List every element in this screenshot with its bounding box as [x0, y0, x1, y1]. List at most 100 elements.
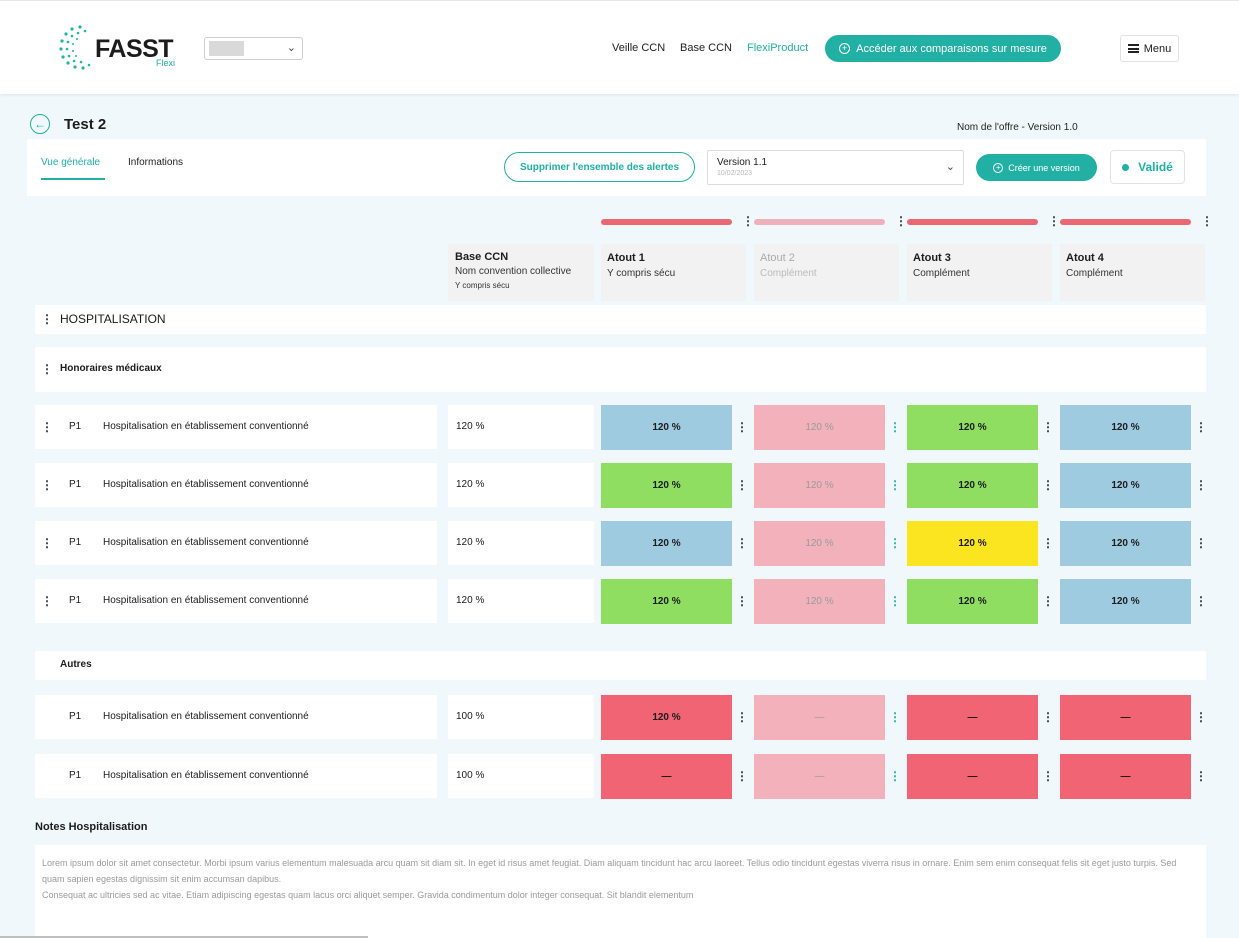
status-badge[interactable]: Validé: [1110, 150, 1185, 184]
section-hospitalisation[interactable]: ⋮ HOSPITALISATION: [35, 305, 1206, 334]
kebab-menu-icon[interactable]: ⋮: [1042, 536, 1054, 550]
atout-1-cell[interactable]: 120 %: [601, 405, 732, 450]
delete-alerts-button[interactable]: Supprimer l'ensemble des alertes: [504, 152, 695, 182]
status-label: Validé: [1138, 160, 1173, 174]
kebab-menu-icon[interactable]: ⋮: [889, 769, 901, 783]
kebab-menu-icon[interactable]: ⋮: [889, 478, 901, 492]
tab-vue-generale[interactable]: Vue générale: [41, 157, 101, 168]
table-row[interactable]: P1 Hospitalisation en établissement conve…: [35, 695, 437, 739]
atout-1-cell[interactable]: 120 %: [601, 695, 732, 740]
kebab-menu-icon[interactable]: ⋮: [1042, 710, 1054, 724]
organization-select[interactable]: ⌄: [204, 37, 303, 60]
group-title: Autres: [60, 659, 92, 670]
menu-button[interactable]: Menu: [1120, 35, 1179, 62]
kebab-menu-icon[interactable]: ⋮: [736, 594, 748, 608]
atout-4-cell[interactable]: 120 %: [1060, 463, 1191, 508]
back-button[interactable]: ←: [30, 114, 50, 134]
offer-name: Nom de l'offre - Version 1.0: [957, 122, 1078, 133]
plus-circle-icon: +: [993, 162, 1004, 173]
table-row[interactable]: ⋮ P1 Hospitalisation en établissement conv…: [35, 463, 437, 507]
atout-2-cell[interactable]: 120 %: [754, 579, 885, 624]
create-version-button[interactable]: + Créer une version: [976, 154, 1097, 181]
notes-textarea[interactable]: Lorem ipsum dolor sit amet consectetur. …: [35, 845, 1206, 938]
page-title: Test 2: [64, 116, 107, 133]
kebab-menu-icon[interactable]: ⋮: [736, 478, 748, 492]
atout-2-cell[interactable]: —: [754, 695, 885, 740]
nav-veille-ccn[interactable]: Veille CCN: [612, 42, 666, 54]
atout-2-cell[interactable]: —: [754, 754, 885, 799]
row-code: P1: [69, 595, 82, 606]
kebab-menu-icon[interactable]: ⋮: [41, 594, 53, 608]
kebab-menu-icon[interactable]: ⋮: [41, 478, 53, 492]
base-ccn-cell: 100 %: [448, 695, 594, 739]
version-select[interactable]: Version 1.1 10/02/2023 ⌄: [707, 150, 964, 185]
logo-dots-icon: [59, 25, 91, 70]
atout-3-cell[interactable]: —: [907, 754, 1038, 799]
base-ccn-note: Y compris sécu: [455, 281, 510, 290]
atout-4-title: Atout 4: [1066, 252, 1104, 264]
kebab-menu-icon[interactable]: ⋮: [736, 710, 748, 724]
atout-4-cell[interactable]: 120 %: [1060, 405, 1191, 450]
atout-2-cell[interactable]: 120 %: [754, 521, 885, 566]
kebab-menu-icon[interactable]: ⋮: [1201, 214, 1213, 228]
atout-3-header: Atout 3 Complément: [907, 244, 1052, 301]
group-autres[interactable]: Autres: [35, 651, 1206, 680]
group-honoraires-medicaux[interactable]: ⋮ Honoraires médicaux: [35, 347, 1206, 392]
kebab-menu-icon[interactable]: ⋮: [1195, 536, 1207, 550]
table-row[interactable]: P1 Hospitalisation en établissement conve…: [35, 754, 437, 798]
kebab-menu-icon[interactable]: ⋮: [1048, 214, 1060, 228]
kebab-menu-icon[interactable]: ⋮: [889, 710, 901, 724]
nav-flexiproduct[interactable]: FlexiProduct: [747, 42, 809, 54]
kebab-menu-icon[interactable]: ⋮: [41, 362, 53, 376]
kebab-menu-icon[interactable]: ⋮: [41, 312, 53, 326]
horizontal-scrollbar[interactable]: [0, 936, 368, 938]
atout-1-cell[interactable]: 120 %: [601, 521, 732, 566]
kebab-menu-icon[interactable]: ⋮: [736, 769, 748, 783]
kebab-menu-icon[interactable]: ⋮: [736, 536, 748, 550]
table-row[interactable]: ⋮ P1 Hospitalisation en établissement conv…: [35, 579, 437, 623]
kebab-menu-icon[interactable]: ⋮: [889, 536, 901, 550]
kebab-menu-icon[interactable]: ⋮: [1042, 769, 1054, 783]
kebab-menu-icon[interactable]: ⋮: [1195, 769, 1207, 783]
compare-cta-button[interactable]: + Accéder aux comparaisons sur mesure: [825, 35, 1061, 62]
fasst-logo[interactable]: FASST Flexi: [58, 23, 178, 73]
atout-2-cell[interactable]: 120 %: [754, 405, 885, 450]
kebab-menu-icon[interactable]: ⋮: [1042, 594, 1054, 608]
kebab-menu-icon[interactable]: ⋮: [889, 594, 901, 608]
base-ccn-subtitle: Nom convention collective: [455, 266, 572, 277]
atout-4-cell[interactable]: 120 %: [1060, 521, 1191, 566]
atout-3-cell[interactable]: —: [907, 695, 1038, 740]
kebab-menu-icon[interactable]: ⋮: [1195, 420, 1207, 434]
kebab-menu-icon[interactable]: ⋮: [1042, 478, 1054, 492]
atout-1-cell[interactable]: 120 %: [601, 579, 732, 624]
kebab-menu-icon[interactable]: ⋮: [742, 214, 754, 228]
atout-3-cell[interactable]: 120 %: [907, 463, 1038, 508]
atout-2-cell[interactable]: 120 %: [754, 463, 885, 508]
atout-1-header: Atout 1 Y compris sécu: [601, 244, 746, 301]
kebab-menu-icon[interactable]: ⋮: [1042, 420, 1054, 434]
atout-1-cell[interactable]: —: [601, 754, 732, 799]
base-ccn-cell: 120 %: [448, 521, 594, 565]
atout-4-cell[interactable]: —: [1060, 695, 1191, 740]
atout-3-cell[interactable]: 120 %: [907, 405, 1038, 450]
row-label: Hospitalisation en établissement convent…: [103, 479, 309, 490]
atout-3-cell[interactable]: 120 %: [907, 521, 1038, 566]
kebab-menu-icon[interactable]: ⋮: [889, 420, 901, 434]
kebab-menu-icon[interactable]: ⋮: [1195, 710, 1207, 724]
kebab-menu-icon[interactable]: ⋮: [1195, 478, 1207, 492]
table-row[interactable]: ⋮ P1 Hospitalisation en établissement conv…: [35, 405, 437, 449]
nav-base-ccn[interactable]: Base CCN: [680, 42, 732, 54]
organization-placeholder: [209, 41, 244, 56]
kebab-menu-icon[interactable]: ⋮: [41, 420, 53, 434]
table-row[interactable]: ⋮ P1 Hospitalisation en établissement conv…: [35, 521, 437, 565]
atout-3-cell[interactable]: 120 %: [907, 579, 1038, 624]
tab-informations[interactable]: Informations: [128, 157, 184, 168]
kebab-menu-icon[interactable]: ⋮: [41, 536, 53, 550]
kebab-menu-icon[interactable]: ⋮: [1195, 594, 1207, 608]
atout-1-cell[interactable]: 120 %: [601, 463, 732, 508]
chevron-down-icon: ⌄: [286, 42, 296, 54]
kebab-menu-icon[interactable]: ⋮: [736, 420, 748, 434]
kebab-menu-icon[interactable]: ⋮: [895, 214, 907, 228]
atout-4-cell[interactable]: —: [1060, 754, 1191, 799]
atout-4-cell[interactable]: 120 %: [1060, 579, 1191, 624]
